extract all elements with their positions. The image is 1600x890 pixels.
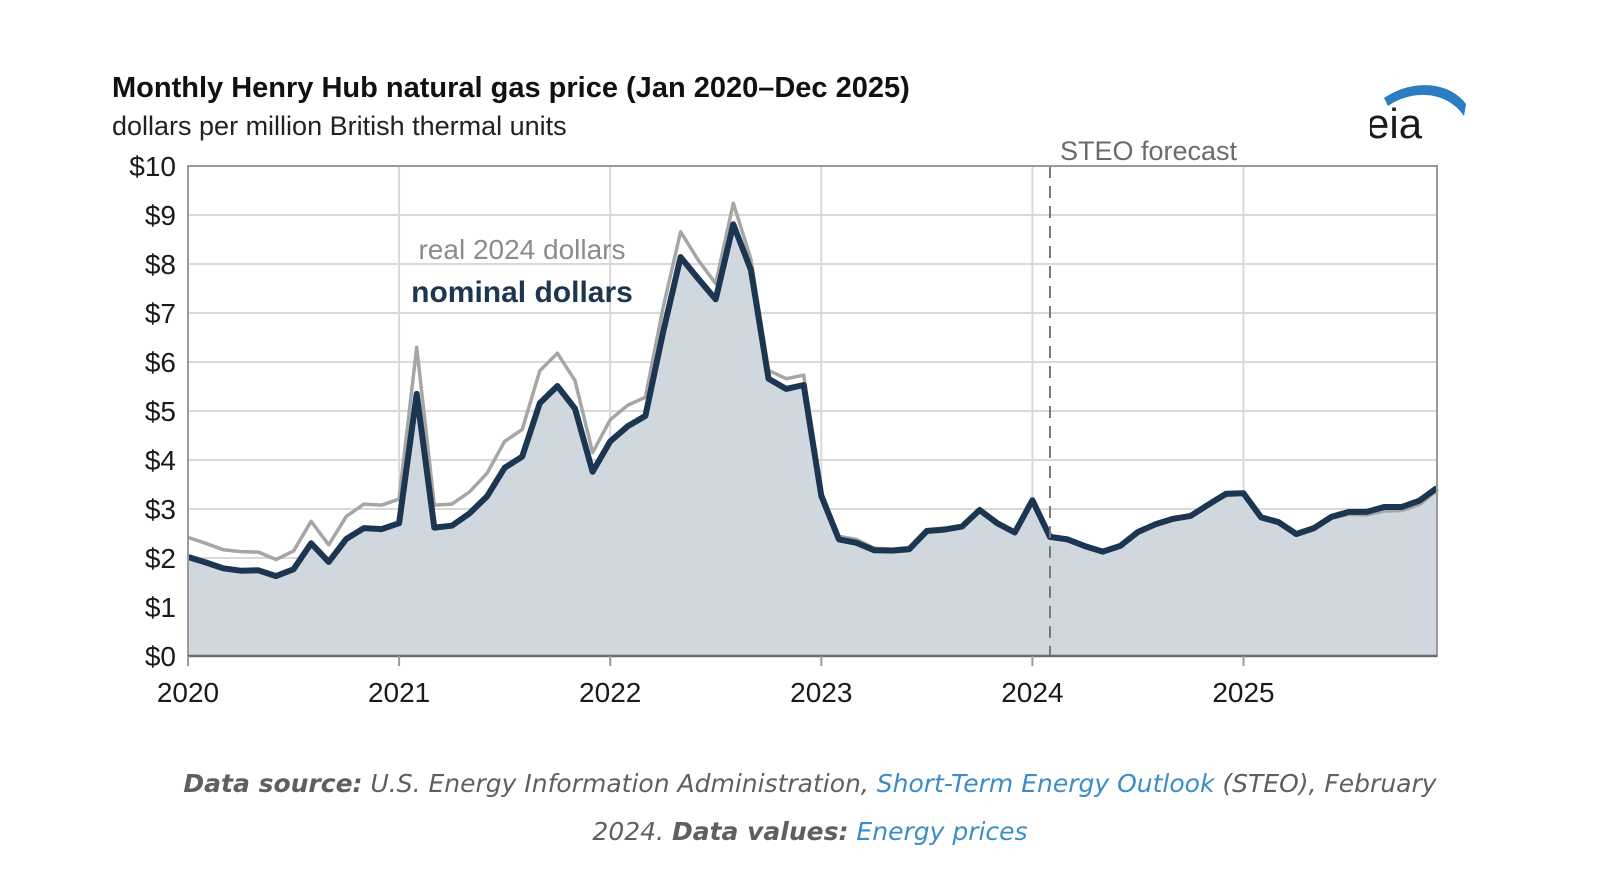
x-tick-label: 2020 [157, 677, 219, 708]
logo-swoosh-icon [1384, 85, 1466, 116]
legend-nominal-label: nominal dollars [411, 276, 633, 309]
y-tick-label: $3 [145, 494, 176, 525]
eia-logo[interactable]: eia [1370, 82, 1470, 148]
nominal-area-fill [188, 224, 1437, 657]
source-text-1: U.S. Energy Information Administration, [362, 769, 877, 798]
series-line-nominal [187, 221, 1439, 580]
y-tick-label: $1 [145, 592, 176, 623]
y-tick-label: $0 [145, 641, 176, 672]
y-tick-label: $4 [145, 445, 176, 476]
y-tick-label: $7 [145, 298, 176, 329]
price-chart: STEO forecast $0 $1 $2 $3 $4 $5 $6 $7 $8 $9 $10 20… [129, 136, 1439, 708]
legend-real-label: real 2024 dollars [418, 234, 625, 265]
x-tick-label: 2022 [579, 677, 641, 708]
chart-title: Monthly Henry Hub natural gas price (Jan… [112, 72, 910, 104]
chart-subtitle: dollars per million British thermal unit… [112, 111, 567, 141]
steo-link[interactable]: Short-Term Energy Outlook [876, 769, 1215, 798]
source-label: Data source: [183, 769, 363, 798]
y-tick-label: $8 [145, 249, 176, 280]
y-axis: $0 $1 $2 $3 $4 $5 $6 $7 $8 $9 $10 [129, 151, 176, 672]
source-text-2: (STEO), February 2024. [592, 769, 1437, 846]
y-tick-label: $9 [145, 200, 176, 231]
x-tick-label: 2023 [790, 677, 852, 708]
x-tick-label: 2021 [368, 677, 430, 708]
y-tick-label: $2 [145, 543, 176, 574]
x-axis-ticks: 2020 2021 2022 2023 2024 2025 [157, 656, 1275, 708]
logo-text: eia [1370, 100, 1423, 147]
y-tick-label: $10 [129, 151, 176, 182]
y-tick-label: $5 [145, 396, 176, 427]
y-tick-label: $6 [145, 347, 176, 378]
data-source-note: Data source: U.S. Energy Information Adm… [150, 760, 1470, 856]
x-tick-label: 2024 [1001, 677, 1063, 708]
energy-prices-link[interactable]: Energy prices [856, 817, 1028, 846]
x-tick-label: 2025 [1212, 677, 1274, 708]
forecast-label: STEO forecast [1060, 136, 1238, 166]
data-values-label: Data values: [671, 817, 849, 846]
